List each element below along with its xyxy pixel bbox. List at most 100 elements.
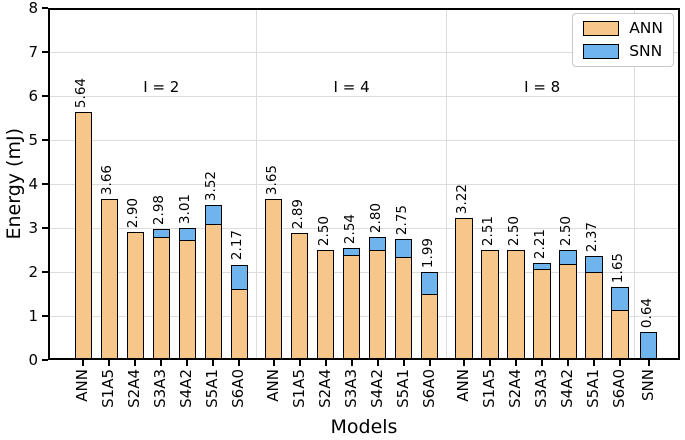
x-tick-label: S1A5 bbox=[480, 369, 499, 408]
bar-value-label: 2.50 bbox=[558, 215, 575, 246]
x-tick-label: S5A1 bbox=[203, 369, 222, 408]
x-tick-label: S3A3 bbox=[532, 369, 551, 408]
legend-swatch-ann bbox=[583, 21, 620, 37]
x-axis-label: Models bbox=[330, 416, 398, 438]
x-tick-label: ANN bbox=[263, 369, 282, 402]
gridline-v bbox=[633, 8, 635, 360]
bar-snn-segment bbox=[420, 272, 439, 296]
x-tick-label: S6A0 bbox=[610, 369, 629, 408]
bar-value-label: 1.65 bbox=[610, 253, 627, 284]
bar-ann-segment bbox=[507, 250, 525, 360]
x-tick-mark bbox=[82, 360, 85, 366]
bar-value-label: 0.64 bbox=[638, 297, 655, 328]
x-tick-label: ANN bbox=[73, 369, 92, 402]
bar-snn-segment bbox=[152, 228, 171, 238]
x-tick-label: S1A5 bbox=[99, 369, 118, 408]
x-tick-label: S5A1 bbox=[584, 369, 603, 408]
legend-row-snn: SNN bbox=[583, 41, 663, 60]
legend-label-ann: ANN bbox=[629, 19, 663, 37]
y-axis-label: Energy (mJ) bbox=[3, 128, 25, 240]
bar-value-label: 2.21 bbox=[532, 228, 549, 259]
bar-ann-segment bbox=[533, 268, 551, 360]
x-tick-mark bbox=[541, 360, 544, 366]
x-tick-mark bbox=[593, 360, 596, 366]
bar-value-label: 3.65 bbox=[263, 165, 280, 196]
bar-ann-segment bbox=[204, 223, 223, 360]
bar-value-label: 2.17 bbox=[229, 230, 246, 261]
x-tick-mark bbox=[567, 360, 570, 366]
bar-snn-segment bbox=[394, 239, 413, 258]
x-tick-mark bbox=[238, 360, 241, 366]
bar-value-label: 3.01 bbox=[177, 193, 194, 224]
bar-snn-segment bbox=[611, 287, 629, 311]
bar-snn-segment bbox=[559, 250, 577, 265]
bar-value-label: 2.37 bbox=[584, 221, 601, 252]
x-tick-mark bbox=[212, 360, 215, 366]
legend: ANN SNN bbox=[572, 13, 674, 67]
bar-ann-segment bbox=[178, 239, 197, 360]
x-tick-label: S3A3 bbox=[341, 369, 360, 408]
x-tick-label: S2A4 bbox=[125, 369, 144, 408]
bar-ann-segment bbox=[316, 250, 335, 360]
bar-ann-segment bbox=[264, 199, 283, 360]
x-tick-mark bbox=[324, 360, 327, 366]
bar-ann-segment bbox=[559, 263, 577, 360]
bar-ann-segment bbox=[100, 198, 119, 360]
y-axis-label-box: Energy (mJ) bbox=[2, 8, 26, 360]
legend-label-snn: SNN bbox=[629, 41, 663, 60]
x-tick-mark bbox=[647, 360, 650, 366]
x-tick-label: SNN bbox=[638, 369, 657, 401]
group-label: I = 8 bbox=[524, 78, 561, 97]
bar-value-label: 2.50 bbox=[315, 215, 332, 246]
bar-ann-segment bbox=[342, 254, 361, 360]
x-tick-mark bbox=[376, 360, 379, 366]
bar-value-label: 3.22 bbox=[454, 184, 471, 215]
x-tick-mark bbox=[272, 360, 275, 366]
gridline-h bbox=[48, 183, 680, 185]
bar-ann-segment bbox=[481, 249, 499, 360]
bar-ann-segment bbox=[420, 294, 439, 360]
bar-value-label: 2.50 bbox=[506, 215, 523, 246]
x-tick-label: S1A5 bbox=[289, 369, 308, 408]
gridline-h bbox=[48, 315, 680, 317]
x-tick-mark bbox=[108, 360, 111, 366]
x-tick-mark bbox=[134, 360, 137, 366]
bar-ann-segment bbox=[455, 218, 473, 360]
bar-ann-segment bbox=[230, 288, 249, 360]
bar-snn-segment bbox=[178, 227, 197, 241]
bar-value-label: 2.80 bbox=[367, 202, 384, 233]
x-tick-label: S5A1 bbox=[393, 369, 412, 408]
bar-value-label: 3.66 bbox=[99, 164, 116, 195]
gridline-h bbox=[48, 271, 680, 273]
x-tick-mark bbox=[160, 360, 163, 366]
x-tick-mark bbox=[350, 360, 353, 366]
x-tick-label: S4A2 bbox=[558, 369, 577, 408]
gridline-h bbox=[48, 95, 680, 97]
x-tick-label: S6A0 bbox=[419, 369, 438, 408]
legend-swatch-snn bbox=[583, 43, 620, 59]
gridline-v bbox=[446, 8, 448, 360]
x-tick-mark bbox=[489, 360, 492, 366]
x-tick-mark bbox=[463, 360, 466, 366]
x-tick-label: S2A4 bbox=[506, 369, 525, 408]
bar-snn-segment bbox=[204, 205, 223, 225]
gridline-h bbox=[48, 227, 680, 229]
group-label: I = 2 bbox=[143, 78, 180, 97]
bar-value-label: 3.52 bbox=[203, 171, 220, 202]
x-tick-label: S6A0 bbox=[229, 369, 248, 408]
x-tick-mark bbox=[186, 360, 189, 366]
bar-ann-segment bbox=[611, 309, 629, 360]
bar-snn-segment bbox=[533, 262, 551, 270]
gridline-h bbox=[48, 51, 680, 53]
bar-value-label: 5.64 bbox=[73, 77, 90, 108]
bar-value-label: 2.51 bbox=[480, 215, 497, 246]
bar-ann-segment bbox=[152, 236, 171, 360]
x-tick-mark bbox=[515, 360, 518, 366]
bar-snn-segment bbox=[368, 236, 387, 252]
gridline-h bbox=[48, 139, 680, 141]
bar-value-label: 2.98 bbox=[151, 194, 168, 225]
bar-value-label: 2.75 bbox=[393, 204, 410, 235]
legend-row-ann: ANN bbox=[583, 19, 663, 37]
bar-value-label: 2.90 bbox=[125, 198, 142, 229]
